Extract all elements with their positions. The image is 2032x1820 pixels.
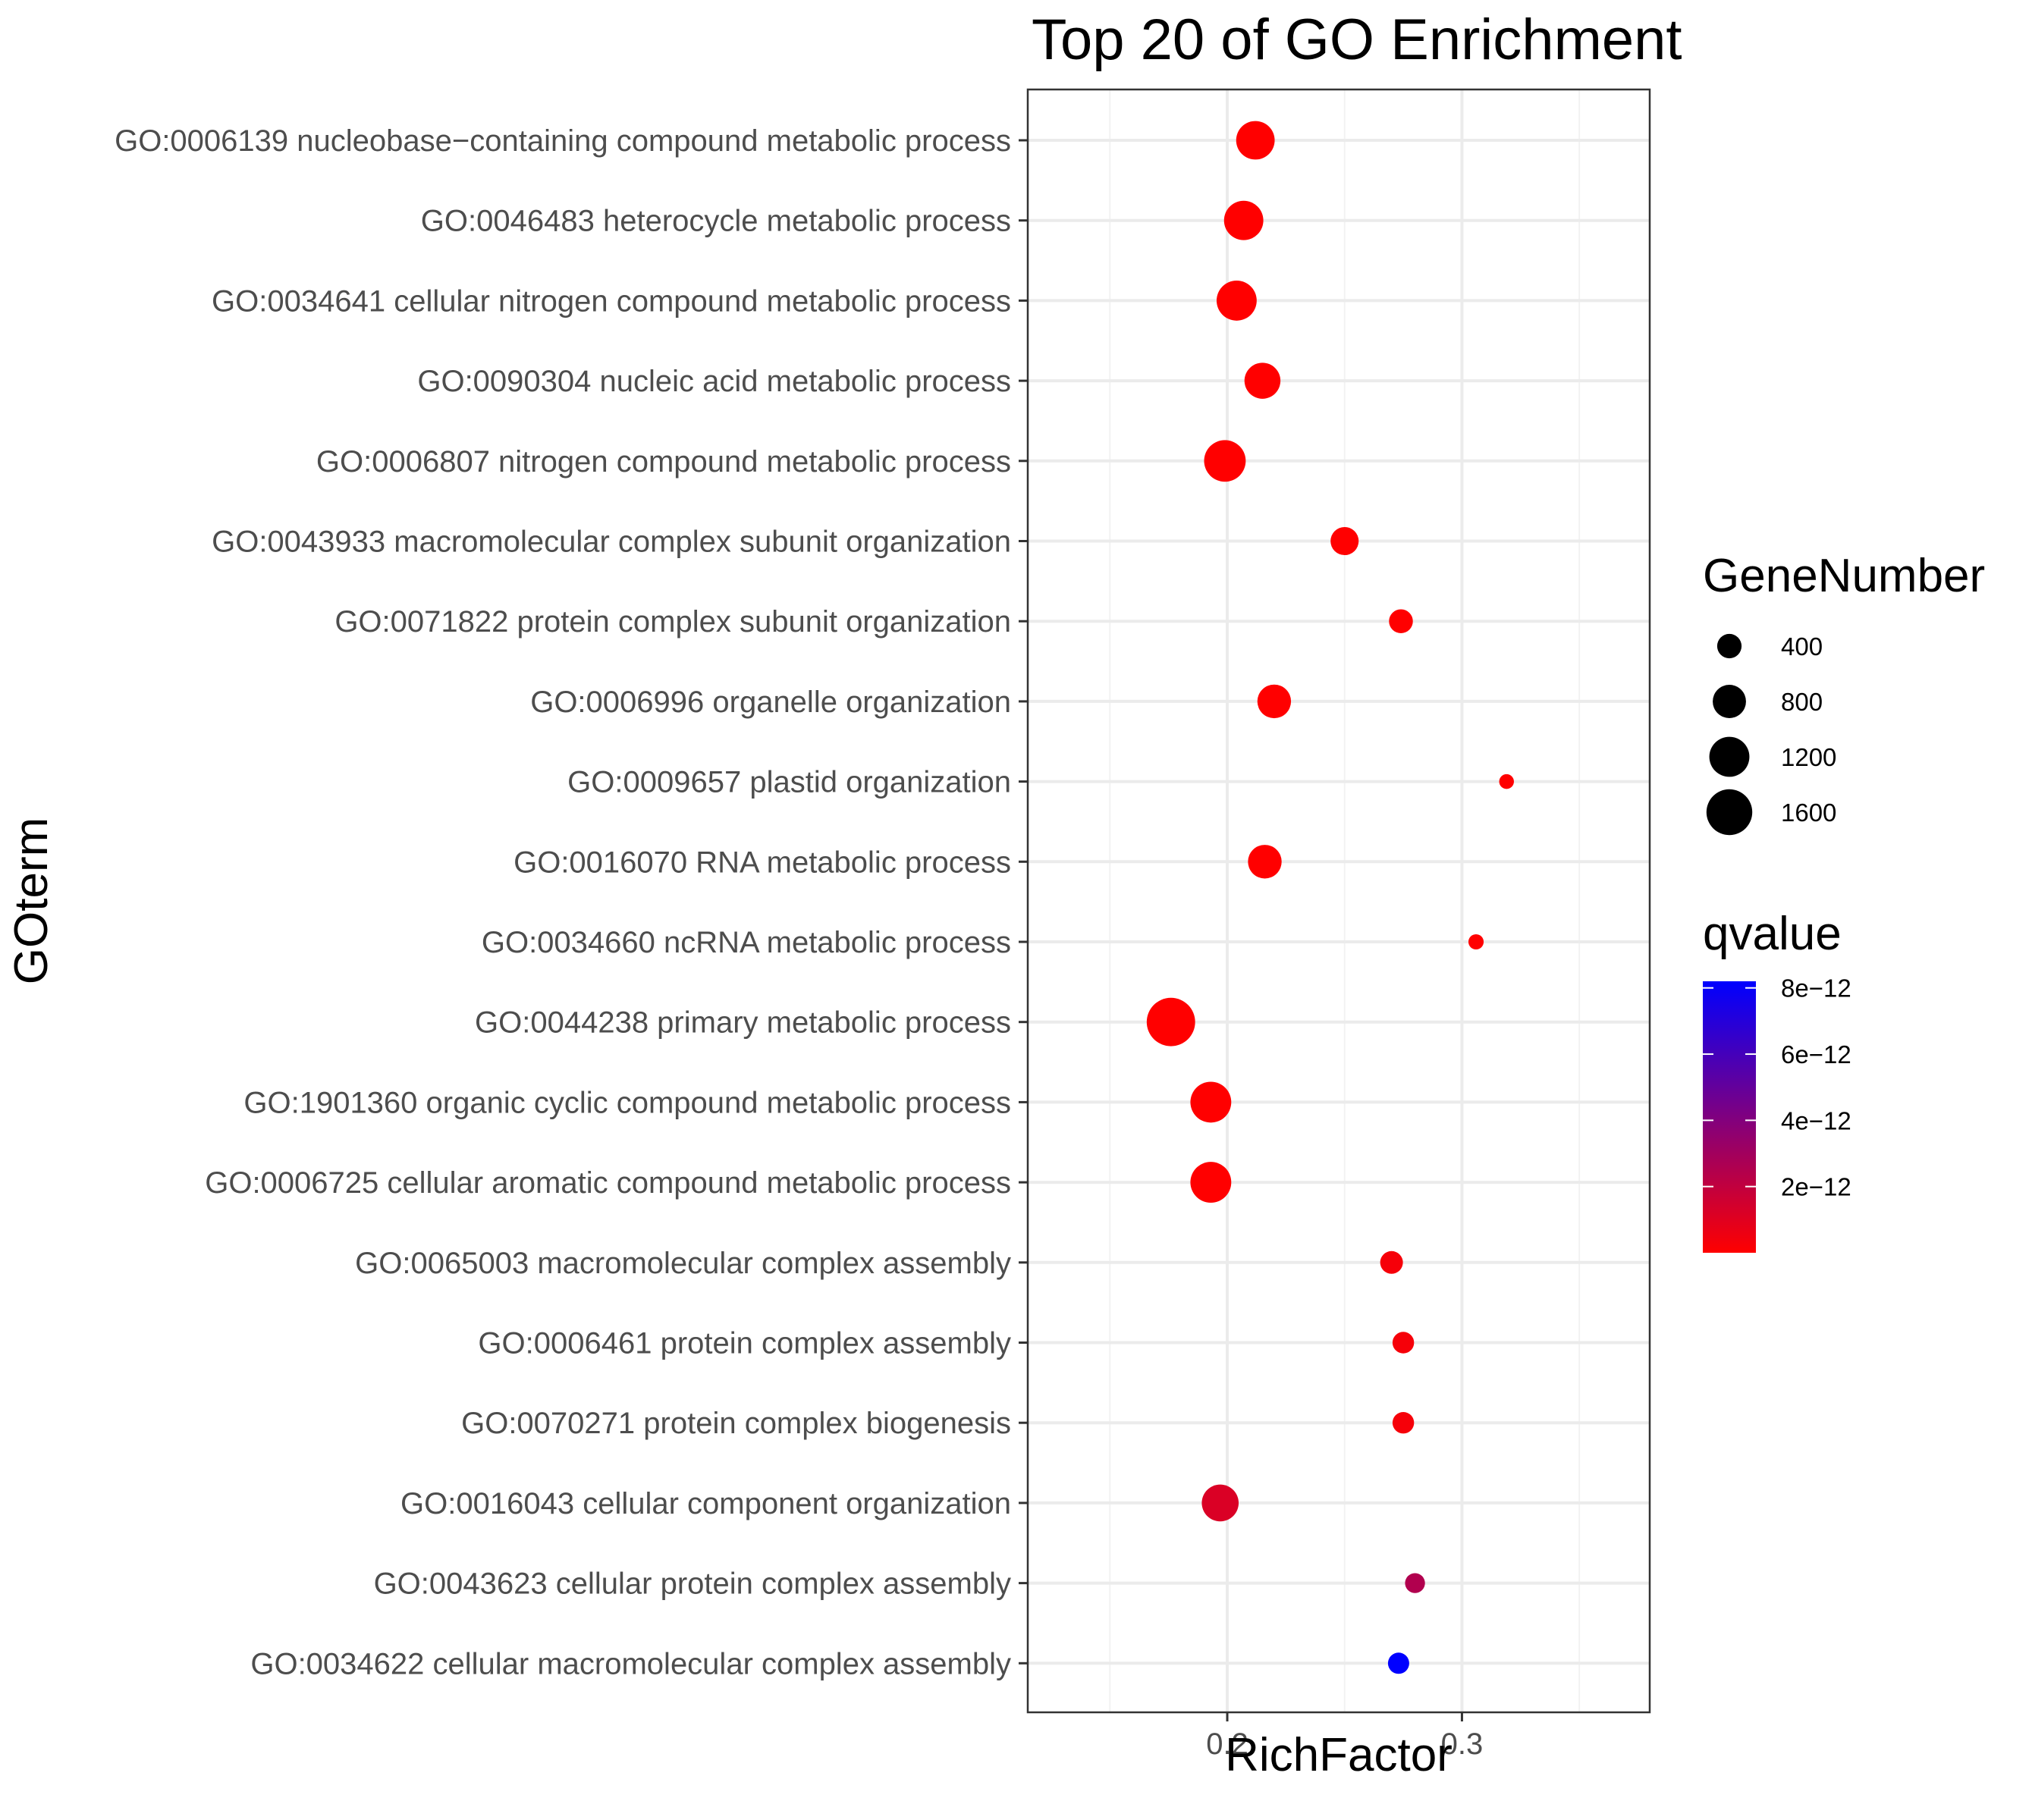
size-legend-dot xyxy=(1713,685,1746,718)
go-term-point xyxy=(1405,1573,1425,1593)
go-term-label: GO:0070271 protein complex biogenesis xyxy=(461,1407,1011,1440)
x-tick-labels: 0.2 0.3 xyxy=(1206,1712,1483,1761)
y-axis-title: GOterm xyxy=(5,817,58,984)
data-points xyxy=(1146,121,1514,1674)
size-legend-label: 1600 xyxy=(1781,799,1836,827)
go-term-label: GO:0009657 plastid organization xyxy=(567,766,1011,799)
go-term-label: GO:0016043 cellular component organizati… xyxy=(400,1487,1011,1520)
go-term-point xyxy=(1244,362,1281,399)
go-term-point xyxy=(1236,121,1275,160)
go-term-point xyxy=(1392,1332,1415,1354)
colorbar-label: 2e−12 xyxy=(1781,1173,1851,1201)
colorbar-label: 6e−12 xyxy=(1781,1040,1851,1068)
go-term-point xyxy=(1223,200,1264,240)
go-term-label: GO:0034622 cellular macromolecular compl… xyxy=(250,1647,1011,1680)
y-tick-labels: GO:0006139 nucleobase−containing compoun… xyxy=(115,124,1028,1680)
go-term-label: GO:0006807 nitrogen compound metabolic p… xyxy=(316,445,1011,479)
go-term-label: GO:0034641 cellular nitrogen compound me… xyxy=(212,284,1011,318)
size-legend-label: 1200 xyxy=(1781,743,1836,771)
go-term-point xyxy=(1380,1250,1403,1274)
go-term-label: GO:0006139 nucleobase−containing compoun… xyxy=(115,124,1011,158)
go-term-label: GO:0046483 heterocycle metabolic process xyxy=(421,205,1011,238)
go-term-label: GO:0090304 nucleic acid metabolic proces… xyxy=(417,365,1011,398)
go-term-label: GO:1901360 organic cyclic compound metab… xyxy=(243,1086,1011,1119)
go-term-point xyxy=(1499,774,1514,789)
go-term-label: GO:0034660 ncRNA metabolic process xyxy=(482,926,1011,959)
size-legend-dot xyxy=(1709,736,1750,777)
size-legend-label: 400 xyxy=(1781,632,1823,661)
go-term-label: GO:0065003 macromolecular complex assemb… xyxy=(355,1247,1011,1280)
go-term-label: GO:0006461 protein complex assembly xyxy=(478,1327,1011,1360)
go-term-point xyxy=(1257,684,1292,719)
qvalue-colorbar xyxy=(1703,981,1756,1253)
go-term-point xyxy=(1190,1162,1232,1203)
plot-border xyxy=(1026,88,1651,1714)
go-term-point xyxy=(1216,280,1257,321)
x-axis-title: RichFactor xyxy=(1225,1729,1453,1781)
size-legend-label: 800 xyxy=(1781,688,1823,716)
go-term-label: GO:0071822 protein complex subunit organ… xyxy=(334,605,1011,639)
legend-color-title: qvalue xyxy=(1703,908,1842,960)
size-legend-keys: 400 800 1200 1600 xyxy=(1706,632,1836,836)
go-term-label: GO:0006725 cellular aromatic compound me… xyxy=(205,1166,1011,1200)
go-term-point xyxy=(1204,440,1246,482)
color-legend-ticks: 2e−12 4e−12 6e−12 8e−12 xyxy=(1703,974,1851,1201)
x-tick-label: 0.3 xyxy=(1441,1727,1484,1761)
go-term-point xyxy=(1389,609,1413,633)
go-term-point xyxy=(1201,1484,1239,1522)
grid-lines xyxy=(1028,89,1650,1712)
go-term-point xyxy=(1330,526,1359,556)
colorbar-label: 8e−12 xyxy=(1781,974,1851,1003)
size-legend-dot xyxy=(1706,789,1753,836)
go-term-point xyxy=(1190,1081,1232,1123)
go-term-point xyxy=(1468,934,1484,950)
go-term-label: GO:0043933 macromolecular complex subuni… xyxy=(212,526,1011,559)
chart-title: Top 20 of GO Enrichment xyxy=(1032,8,1682,72)
go-term-point xyxy=(1392,1411,1415,1434)
go-term-label: GO:0006996 organelle organization xyxy=(530,686,1011,719)
x-tick-label: 0.2 xyxy=(1206,1727,1248,1761)
go-term-label: GO:0016070 RNA metabolic process xyxy=(513,846,1011,879)
go-term-label: GO:0044238 primary metabolic process xyxy=(475,1006,1011,1040)
go-term-point xyxy=(1146,997,1195,1046)
size-legend-dot xyxy=(1716,633,1742,659)
go-term-point xyxy=(1248,845,1282,879)
plot-panel xyxy=(1028,89,1650,1712)
legend: GeneNumber 400 800 1200 1600 qvalue 2e−12 4e… xyxy=(1703,550,1985,1253)
go-term-label: GO:0043623 cellular protein complex asse… xyxy=(374,1567,1011,1601)
colorbar-label: 4e−12 xyxy=(1781,1106,1851,1134)
go-term-point xyxy=(1387,1652,1409,1674)
legend-size-title: GeneNumber xyxy=(1703,550,1985,602)
